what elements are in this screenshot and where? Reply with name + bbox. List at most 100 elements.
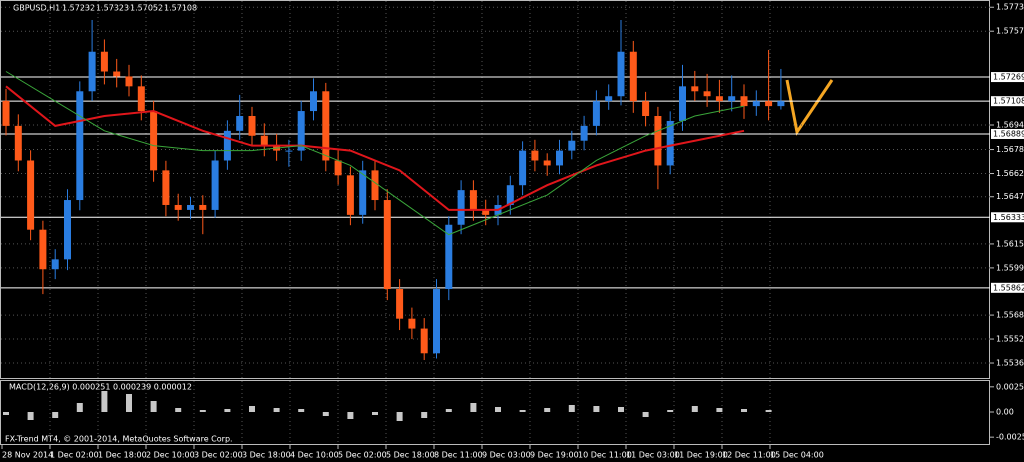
- level-label: 1.57108: [993, 97, 1024, 106]
- level-label: 1.56889: [993, 129, 1024, 138]
- candle-body: [617, 51, 625, 97]
- x-tick-label: 3 Dec 18:00: [242, 451, 291, 460]
- candle-body: [187, 204, 194, 210]
- candle-body: [457, 190, 465, 225]
- candle-body: [162, 170, 170, 205]
- candle-body: [211, 160, 219, 210]
- macd-bar: [249, 406, 255, 412]
- macd-bar: [568, 405, 575, 412]
- candle-body: [691, 86, 699, 92]
- header-price: 1.57323: [96, 4, 129, 13]
- level-box: [991, 282, 1024, 293]
- candle-body: [248, 115, 256, 136]
- macd-bar: [273, 408, 280, 412]
- x-tick-label: 15 Dec 04:00: [770, 451, 824, 460]
- candle-body: [519, 150, 527, 186]
- x-tick-label: 5 Dec 02:00: [338, 451, 387, 460]
- candle-body: [383, 200, 391, 290]
- candle-body: [322, 91, 330, 161]
- level-label: 1.56333: [993, 213, 1024, 222]
- x-tick-label: 3 Dec 02:00: [194, 451, 243, 460]
- candle-body: [605, 96, 613, 102]
- candle-body: [765, 101, 773, 107]
- candle-body: [310, 91, 317, 112]
- candle-body: [285, 150, 293, 152]
- macd-bar: [150, 401, 157, 412]
- candle-body: [51, 259, 59, 270]
- candle-body: [2, 100, 10, 126]
- candle-body: [703, 91, 711, 97]
- footer: FX-Trend MT4, © 2001-2014, MetaQuotes So…: [5, 435, 233, 444]
- x-tick-label: 12 Dec 11:00: [722, 451, 776, 460]
- candle-body: [666, 120, 674, 166]
- candle-body: [174, 204, 182, 210]
- symbol: GBPUSD,H1: [13, 4, 60, 13]
- y-tick-label: 1.55680: [996, 311, 1024, 320]
- level-label: 1.55862: [993, 283, 1024, 292]
- candle-body: [543, 160, 551, 166]
- candle-body: [199, 204, 207, 210]
- macd-label: MACD(12,26,9) 0.000251 0.000239 0.000012: [9, 383, 192, 392]
- candle-body: [715, 96, 723, 102]
- candle-body: [297, 111, 305, 151]
- candle-body: [592, 101, 600, 126]
- level-box: [991, 212, 1024, 223]
- y-tick-label: 1.56470: [996, 192, 1024, 201]
- candle-body: [150, 111, 158, 171]
- candle-body: [113, 71, 121, 77]
- level-box: [991, 128, 1024, 139]
- x-tick-label: 11 Dec 03:00: [626, 451, 680, 460]
- header-price: 1.57052: [130, 4, 163, 13]
- forecast-line: [785, 79, 834, 136]
- candle-body: [445, 224, 453, 290]
- macd-bar: [667, 410, 674, 412]
- macd-y-tick-label: 0.00: [996, 408, 1014, 417]
- y-tick-label: 1.57735: [996, 3, 1024, 12]
- moving-average: [5, 85, 745, 211]
- x-tick-label: 2 Dec 10:00: [146, 451, 195, 460]
- main-frame: [0, 0, 990, 379]
- header-price: 1.57232: [62, 4, 95, 13]
- candle-body: [14, 125, 22, 161]
- macd-bar: [52, 412, 59, 418]
- macd-bar: [347, 412, 354, 419]
- x-tick-label: 10 Dec 11:00: [578, 451, 632, 460]
- y-tick-label: 1.55520: [996, 335, 1024, 344]
- macd-bar: [421, 412, 428, 418]
- x-tick-label: 1 Dec 18:00: [98, 451, 147, 460]
- candle-body: [137, 86, 145, 112]
- macd-y-tick-label: -0.002516: [996, 433, 1024, 442]
- candle-body: [408, 318, 416, 329]
- candle-body: [76, 91, 84, 201]
- candle-body: [88, 51, 96, 92]
- x-tick-label: 9 Dec 03:00: [482, 451, 531, 460]
- candle-body: [359, 170, 367, 215]
- macd-bar: [3, 412, 9, 415]
- macd-bar: [765, 410, 772, 412]
- candle-body: [64, 200, 71, 260]
- moving-average: [5, 71, 745, 236]
- candle-body: [371, 170, 379, 201]
- macd-frame: [0, 380, 990, 445]
- candle-body: [433, 289, 440, 354]
- macd-bar: [741, 409, 747, 412]
- candle-body: [752, 101, 760, 107]
- macd-bar: [298, 409, 305, 412]
- macd-bar: [372, 412, 378, 415]
- candle-body: [654, 115, 662, 166]
- y-tick-label: 1.56949: [996, 120, 1024, 129]
- macd-bar: [199, 410, 206, 412]
- macd-bar: [175, 408, 182, 412]
- level-label: 1.57269: [993, 73, 1024, 82]
- x-tick-label: 8 Dec 11:00: [434, 451, 483, 460]
- macd-bar: [101, 391, 108, 412]
- macd-bar: [691, 406, 698, 412]
- y-tick-label: 1.57575: [996, 27, 1024, 36]
- candle-body: [236, 115, 244, 131]
- macd-bar: [396, 412, 403, 421]
- x-tick-label: 9 Dec 19:00: [530, 451, 579, 460]
- candle-body: [482, 209, 490, 215]
- x-tick-label: 28 Nov 2014: [2, 451, 53, 460]
- candle-body: [580, 125, 588, 141]
- candle-body: [469, 190, 477, 210]
